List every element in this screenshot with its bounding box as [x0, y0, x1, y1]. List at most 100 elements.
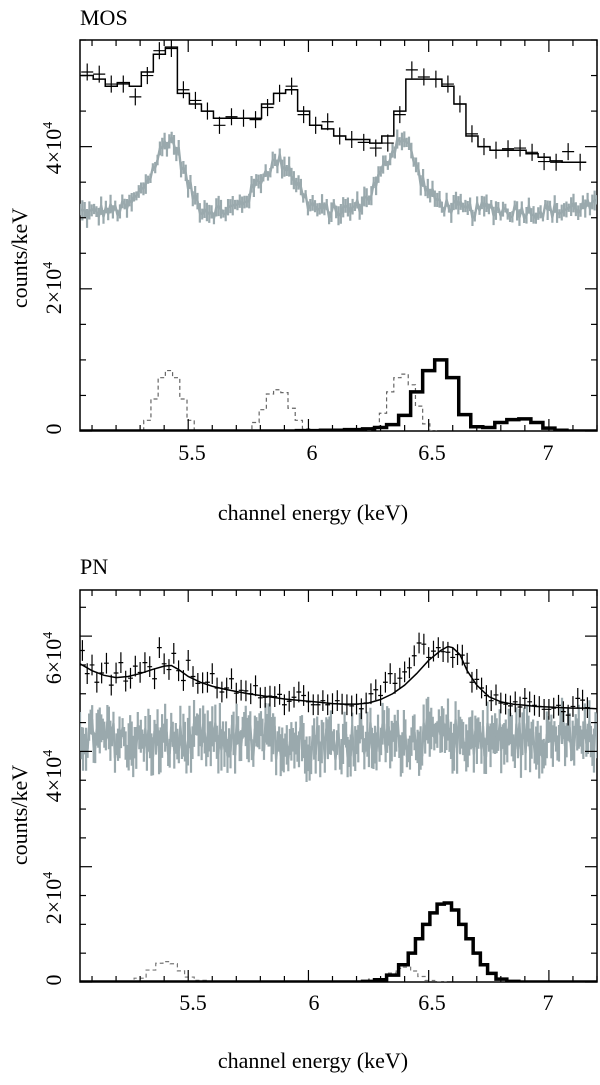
- mos-component-2-bold-line: [80, 358, 597, 431]
- mos-data-point: [441, 75, 454, 93]
- pn-x-tick-label-6.5: 6.5: [418, 990, 446, 1015]
- pn-data-point: [570, 696, 576, 717]
- mos-plot-area: [80, 39, 598, 432]
- pn-data-point: [440, 641, 446, 663]
- pn-data-point: [527, 691, 533, 713]
- mos-data-point: [369, 139, 382, 157]
- mos-data-point: [261, 99, 274, 117]
- pn-data-point: [445, 641, 451, 663]
- pn-data-point: [233, 682, 239, 704]
- mos-data-point: [189, 91, 202, 109]
- pn-data-point: [411, 645, 417, 667]
- pn-data-point: [387, 663, 393, 684]
- mos-data-point: [562, 143, 575, 161]
- pn-data-point: [296, 681, 302, 703]
- pn-plot-frame: [79, 589, 598, 983]
- pn-grey-spectrum-line: [80, 718, 597, 762]
- pn-data-point: [209, 663, 215, 684]
- mos-data-point: [225, 108, 238, 126]
- pn-data-point: [358, 698, 364, 720]
- mos-data-point: [465, 125, 478, 143]
- pn-data-point: [503, 693, 509, 715]
- mos-plot-frame: [79, 39, 598, 432]
- pn-data-point: [94, 671, 100, 693]
- pn-data-point: [416, 632, 422, 654]
- pn-data-point: [392, 673, 398, 694]
- mos-tick-marks: [80, 39, 598, 432]
- pn-data-point: [142, 652, 148, 674]
- pn-data-point: [104, 652, 109, 674]
- pn-data-point: [238, 679, 244, 701]
- pn-data-point: [334, 690, 340, 712]
- pn-data-point: [493, 684, 499, 706]
- pn-data-point: [397, 667, 403, 689]
- pn-y-tick-label-0: 0: [41, 975, 66, 986]
- pn-data-point: [89, 654, 95, 676]
- mos-data-point: [129, 88, 142, 106]
- pn-component-2-bold-line: [80, 901, 597, 982]
- mos-component-1-dashed-line: [136, 369, 438, 431]
- pn-data-point: [161, 653, 167, 675]
- pn-data-point: [132, 655, 138, 677]
- pn-data-point: [152, 668, 157, 690]
- mos-y-tick-label-4e4: 4×104: [41, 122, 66, 174]
- pn-data-point: [469, 671, 475, 693]
- pn-data-point: [508, 695, 513, 717]
- mos-x-axis-title: channel energy (keV): [218, 500, 408, 525]
- pn-data-point: [229, 668, 234, 690]
- mos-data-point: [417, 68, 430, 86]
- pn-data-point: [166, 659, 172, 680]
- pn-tick-marks: [80, 590, 598, 983]
- pn-data-point: [310, 694, 316, 716]
- pn-data-point: [190, 666, 196, 687]
- pn-data-point: [320, 690, 326, 712]
- mos-grey-spectrum-line: [80, 136, 597, 220]
- mos-data-point: [117, 75, 130, 93]
- pn-y-axis-title: counts/keV: [7, 765, 32, 865]
- pn-data-point: [253, 675, 258, 697]
- mos-data-point: [165, 40, 178, 58]
- pn-data-point: [286, 690, 292, 712]
- pn-y-tick-label-4e4: 4×104: [41, 750, 66, 802]
- pn-data-point: [80, 640, 85, 661]
- pn-data-point: [205, 671, 210, 693]
- mos-series-group: [80, 40, 597, 431]
- pn-data-point: [325, 694, 331, 716]
- pn-data-point: [474, 668, 480, 690]
- pn-pn-data-series: [80, 632, 590, 726]
- pn-data-point: [277, 683, 282, 705]
- pn-y-tick-label-2e4: 2×104: [41, 872, 66, 924]
- mos-mos-model-line: [81, 46, 587, 164]
- mos-data-point: [538, 153, 551, 171]
- pn-data-point: [128, 667, 133, 689]
- pn-data-point: [532, 694, 537, 716]
- pn-data-point: [243, 680, 249, 702]
- mos-data-point: [550, 153, 563, 171]
- pn-data-point: [575, 688, 581, 709]
- pn-data-point: [156, 637, 162, 659]
- pn-data-point: [219, 681, 225, 703]
- mos-data-point: [502, 140, 515, 158]
- pn-data-point: [113, 662, 119, 684]
- pn-series-group: [80, 632, 597, 982]
- pn-component-1-dashed-line: [122, 961, 447, 982]
- pn-data-point: [373, 679, 379, 701]
- pn-data-point: [84, 663, 90, 684]
- mos-data-point: [177, 81, 190, 99]
- pn-y-tick-label-6e4: 6×104: [41, 632, 66, 684]
- pn-x-tick-label-5.5: 5.5: [179, 990, 207, 1015]
- pn-data-point: [108, 674, 114, 696]
- pn-data-point: [301, 685, 307, 706]
- pn-data-point: [118, 652, 124, 674]
- mos-data-point: [105, 75, 118, 93]
- pn-data-point: [407, 657, 412, 679]
- pn-data-point: [498, 692, 504, 714]
- mos-x-tick-label-6.5: 6.5: [418, 440, 446, 465]
- mos-mos-data-series: [81, 40, 587, 171]
- mos-data-point: [526, 143, 539, 161]
- pn-data-point: [541, 698, 547, 720]
- pn-data-point: [450, 647, 456, 668]
- pn-data-point: [435, 637, 441, 659]
